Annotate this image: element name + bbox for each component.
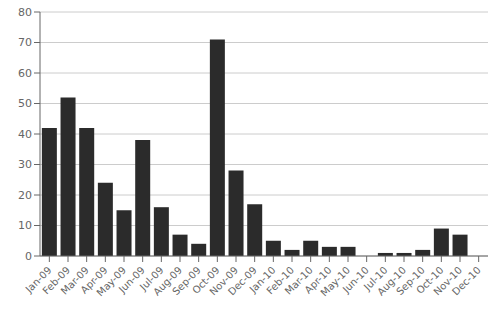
svg-text:30: 30	[18, 158, 32, 171]
svg-text:20: 20	[18, 189, 32, 202]
svg-text:Aug-09: Aug-09	[151, 264, 185, 298]
svg-text:Apr-10: Apr-10	[302, 264, 334, 296]
svg-text:Dec-10: Dec-10	[450, 264, 483, 297]
svg-text:40: 40	[18, 128, 32, 141]
svg-text:Dec-09: Dec-09	[225, 264, 259, 298]
svg-text:Oct-09: Oct-09	[190, 264, 222, 296]
svg-text:Sep-09: Sep-09	[170, 264, 203, 298]
svg-text:May-09: May-09	[94, 264, 129, 299]
svg-text:Aug-10: Aug-10	[375, 264, 409, 298]
svg-text:Nov-09: Nov-09	[207, 264, 241, 298]
svg-text:10: 10	[18, 219, 32, 232]
svg-text:80: 80	[18, 6, 32, 19]
svg-text:Nov-10: Nov-10	[431, 264, 465, 298]
svg-text:60: 60	[18, 67, 32, 80]
svg-text:Mar-09: Mar-09	[58, 264, 91, 297]
svg-text:50: 50	[18, 97, 32, 110]
svg-text:Jan-09: Jan-09	[23, 264, 54, 295]
svg-text:Sep-10: Sep-10	[394, 264, 427, 298]
svg-text:Mar-10: Mar-10	[282, 264, 315, 297]
svg-text:Feb-10: Feb-10	[264, 264, 297, 297]
svg-text:0: 0	[25, 250, 32, 263]
svg-text:70: 70	[18, 36, 32, 49]
svg-text:Jun-10: Jun-10	[340, 264, 371, 295]
svg-text:Jun-09: Jun-09	[116, 264, 147, 295]
svg-text:Oct-10: Oct-10	[414, 264, 446, 296]
svg-text:May-10: May-10	[318, 264, 353, 299]
svg-text:Feb-09: Feb-09	[40, 264, 73, 297]
svg-text:Apr-09: Apr-09	[78, 264, 110, 296]
svg-text:Jan-10: Jan-10	[247, 264, 278, 295]
svg-text:Jul-10: Jul-10	[361, 264, 390, 293]
svg-text:Jul-09: Jul-09	[137, 264, 166, 293]
